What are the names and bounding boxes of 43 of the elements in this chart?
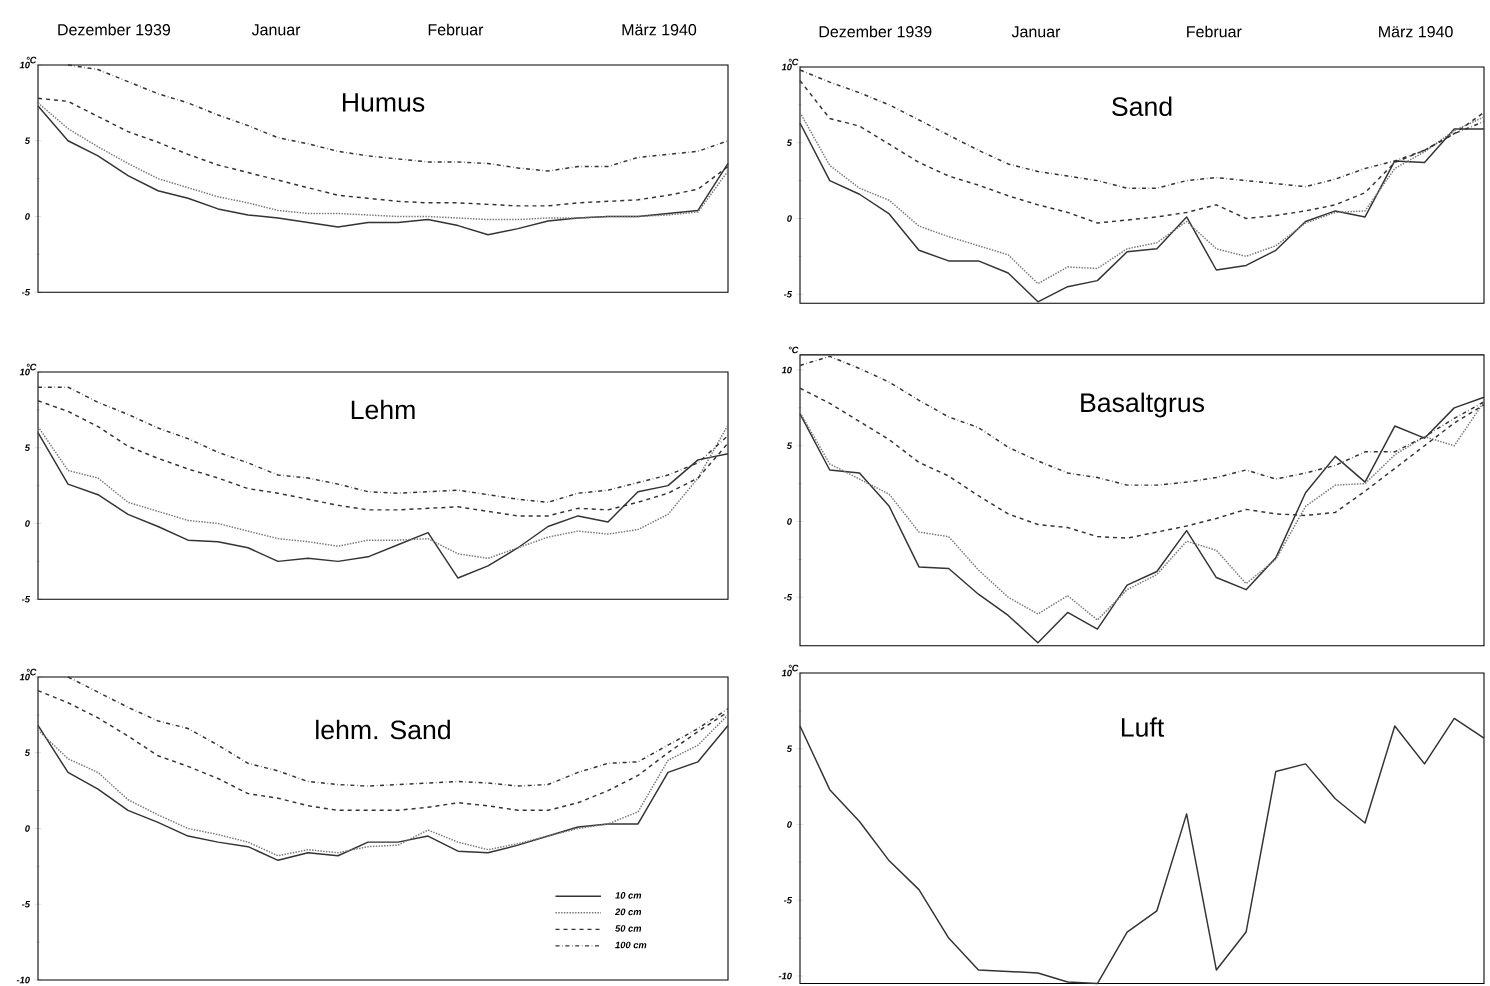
text: Dezember 1939: [58, 23, 171, 36]
line-series: [37, 424, 729, 560]
legend-label: 20 cm: [614, 908, 642, 916]
text: März 1940: [622, 24, 697, 36]
line-series: [67, 64, 729, 172]
text: Januar: [251, 24, 301, 36]
text: Januar: [1011, 26, 1061, 38]
y-tick-label: 5: [24, 137, 31, 144]
y-tick-label: -5: [21, 900, 31, 908]
y-tick-label: 10: [781, 366, 792, 374]
y-tick-label: 5: [786, 442, 793, 449]
text: lehm. Sand: [316, 719, 450, 740]
y-tick-label: 5: [786, 745, 793, 752]
text: März 1940: [1379, 26, 1453, 38]
legend-label: 100 cm: [615, 941, 647, 949]
y-tick-label: -10: [778, 972, 792, 980]
y-tick-label: 5: [24, 749, 31, 756]
legend-label: 50 cm: [615, 925, 642, 932]
y-tick-label: -10: [16, 976, 30, 984]
text: Sand: [1112, 96, 1172, 117]
text: Februar: [1187, 25, 1242, 38]
text: Lehm: [351, 399, 415, 420]
line-series: [799, 717, 1485, 985]
legend-label: 10 cm: [615, 892, 642, 899]
y-tick-label: 5: [24, 444, 31, 451]
text: Basaltgrus: [1081, 392, 1204, 418]
y-tick-label: -5: [21, 288, 31, 296]
y-tick-label: -5: [783, 290, 793, 298]
y-tick-label: -5: [783, 593, 793, 601]
y-axis-title: °C: [788, 346, 799, 354]
y-tick-label: 0: [25, 520, 30, 527]
y-tick-label: 0: [25, 825, 30, 832]
y-tick-label: 0: [787, 821, 792, 828]
y-tick-label: -5: [783, 896, 793, 904]
text: Luft: [1121, 717, 1165, 737]
y-tick-label: 5: [786, 139, 793, 146]
text: Humus: [342, 93, 425, 112]
y-tick-label: -5: [21, 595, 31, 603]
text: Dezember 1939: [819, 25, 932, 38]
text: Februar: [428, 23, 484, 36]
y-tick-label: 0: [787, 518, 792, 525]
y-tick-label: 0: [25, 213, 30, 220]
y-tick-label: 0: [787, 215, 792, 222]
